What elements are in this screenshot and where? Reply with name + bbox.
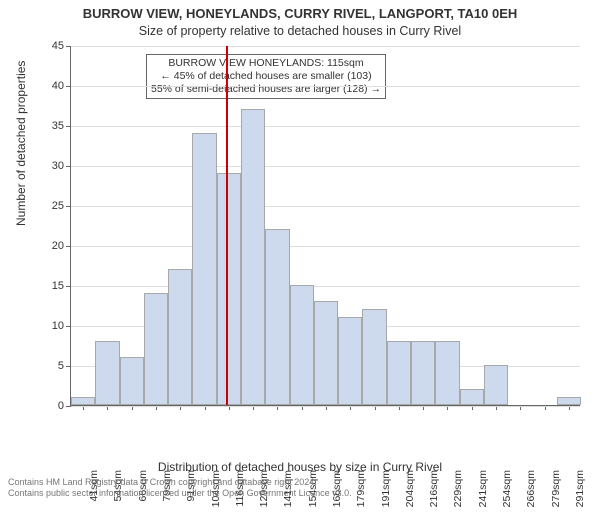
footer-line2: Contains public sector information licen… [8, 488, 352, 498]
y-tick-mark [66, 46, 71, 47]
x-tick-label: 191sqm [380, 470, 392, 530]
footer: Contains HM Land Registry data © Crown c… [8, 477, 352, 498]
y-tick-label: 5 [34, 360, 64, 372]
x-tick-label: 254sqm [501, 470, 513, 530]
gridline [71, 166, 580, 167]
y-tick-mark [66, 166, 71, 167]
x-axis-label: Distribution of detached houses by size … [0, 460, 600, 474]
histogram-bar [144, 293, 168, 405]
histogram-bar [338, 317, 362, 405]
histogram-bar [362, 309, 386, 405]
y-tick-label: 35 [34, 120, 64, 132]
y-tick-mark [66, 366, 71, 367]
gridline [71, 406, 580, 407]
plot-area: BURROW VIEW HONEYLANDS: 115sqm ← 45% of … [70, 46, 580, 406]
chart-title-line2: Size of property relative to detached ho… [0, 24, 600, 38]
histogram-bar [217, 173, 241, 405]
y-tick-label: 15 [34, 280, 64, 292]
histogram-bar [435, 341, 459, 405]
x-tick-label: 291sqm [574, 470, 586, 530]
x-tick-label: 216sqm [428, 470, 440, 530]
y-tick-mark [66, 86, 71, 87]
x-tick-label: 266sqm [525, 470, 537, 530]
gridline [71, 46, 580, 47]
footer-line1: Contains HM Land Registry data © Crown c… [8, 477, 352, 487]
histogram-bar [120, 357, 144, 405]
y-tick-label: 10 [34, 320, 64, 332]
gridline [71, 86, 580, 87]
gridline [71, 286, 580, 287]
histogram-bar [168, 269, 192, 405]
y-tick-mark [66, 406, 71, 407]
histogram-bar [265, 229, 289, 405]
gridline [71, 246, 580, 247]
x-tick-label: 279sqm [550, 470, 562, 530]
y-tick-mark [66, 246, 71, 247]
y-tick-label: 40 [34, 80, 64, 92]
x-tick-row: 41sqm54sqm66sqm79sqm91sqm104sqm116sqm129… [71, 405, 580, 465]
x-tick-label: 241sqm [477, 470, 489, 530]
histogram-bar [241, 109, 265, 405]
y-axis-label: Number of detached properties [14, 61, 28, 226]
histogram-bar [71, 397, 95, 405]
histogram-bar [557, 397, 581, 405]
histogram-bar [460, 389, 484, 405]
y-tick-label: 45 [34, 40, 64, 52]
x-tick-label: 229sqm [452, 470, 464, 530]
chart-title-line1: BURROW VIEW, HONEYLANDS, CURRY RIVEL, LA… [0, 6, 600, 21]
gridline [71, 126, 580, 127]
y-tick-mark [66, 126, 71, 127]
histogram-bar [192, 133, 216, 405]
y-tick-label: 30 [34, 160, 64, 172]
chart-container: BURROW VIEW, HONEYLANDS, CURRY RIVEL, LA… [0, 0, 600, 500]
y-tick-label: 25 [34, 200, 64, 212]
annotation-box: BURROW VIEW HONEYLANDS: 115sqm ← 45% of … [146, 54, 386, 99]
histogram-bar [387, 341, 411, 405]
marker-line [226, 46, 228, 405]
y-tick-label: 20 [34, 240, 64, 252]
histogram-bar [484, 365, 508, 405]
y-tick-label: 0 [34, 400, 64, 412]
y-tick-mark [66, 206, 71, 207]
histogram-bar [314, 301, 338, 405]
x-tick-label: 179sqm [355, 470, 367, 530]
histogram-bar [290, 285, 314, 405]
x-tick-label: 204sqm [404, 470, 416, 530]
histogram-bar [411, 341, 435, 405]
y-tick-mark [66, 286, 71, 287]
annotation-line1: BURROW VIEW HONEYLANDS: 115sqm [151, 57, 381, 70]
histogram-bar [95, 341, 119, 405]
gridline [71, 206, 580, 207]
annotation-line2: ← 45% of detached houses are smaller (10… [151, 70, 381, 83]
y-tick-mark [66, 326, 71, 327]
